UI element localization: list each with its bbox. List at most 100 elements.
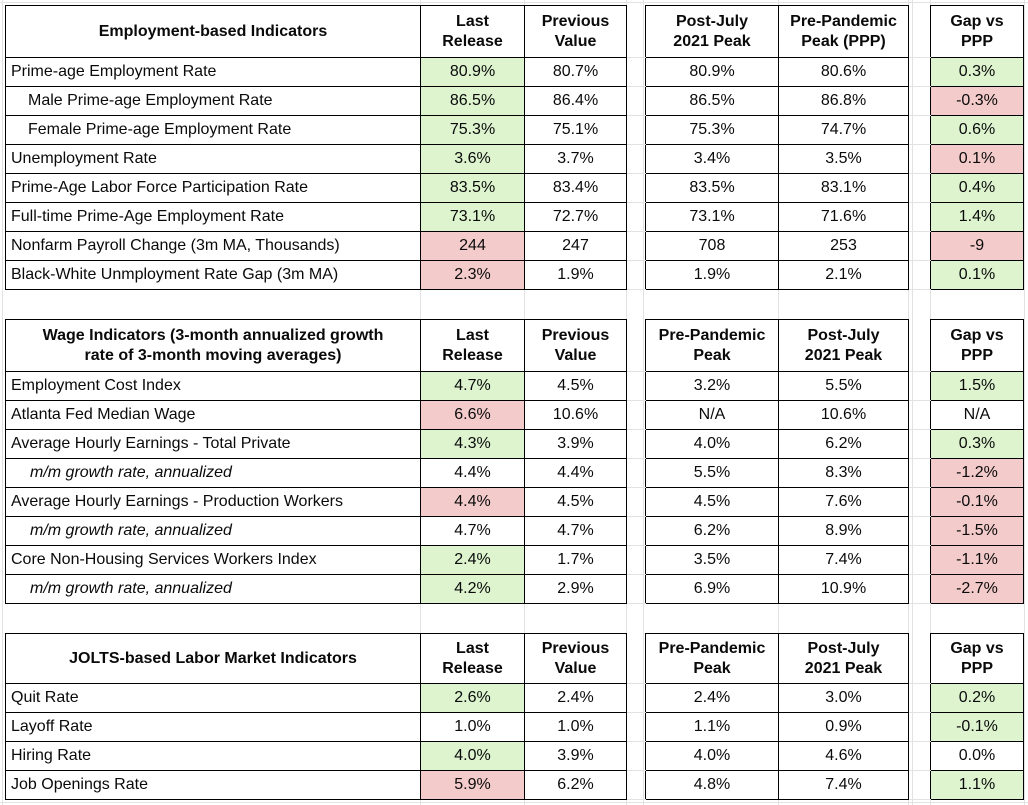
table-row: Hiring Rate 4.0% 3.9% 4.0% 4.6% 0.0% — [5, 741, 1024, 771]
value-cell: 4.5% — [524, 371, 627, 401]
value-cell: 4.7% — [420, 516, 525, 546]
value-cell: 83.5% — [420, 173, 525, 203]
table-row: Atlanta Fed Median Wage 6.6% 10.6% N/A 10.6%… — [5, 400, 1024, 430]
indicator-table: Employment-based Indicators Last Release P… — [5, 5, 1024, 290]
value-cell: 4.4% — [524, 458, 627, 488]
column-header: Previous Value — [524, 5, 627, 58]
value-cell: 4.7% — [420, 371, 525, 401]
column-header: Gap vs PPP — [930, 5, 1024, 58]
value-cell: 3.9% — [524, 429, 627, 459]
indicator-label: Nonfarm Payroll Change (3m MA, Thousands… — [5, 231, 421, 261]
column-header: Last Release — [420, 319, 525, 372]
value-cell: 0.2% — [930, 683, 1024, 713]
indicator-label: Job Openings Rate — [5, 770, 421, 800]
value-cell: 2.9% — [524, 574, 627, 604]
table-row: Quit Rate 2.6% 2.4% 2.4% 3.0% 0.2% — [5, 683, 1024, 713]
table-row: Female Prime-age Employment Rate 75.3% 75.… — [5, 115, 1024, 145]
value-cell: 6.2% — [778, 429, 909, 459]
value-cell: 1.5% — [930, 371, 1024, 401]
value-cell: 5.9% — [420, 770, 525, 800]
value-cell: 0.6% — [930, 115, 1024, 145]
value-cell: 4.7% — [524, 516, 627, 546]
value-cell: 86.4% — [524, 86, 627, 116]
value-cell: 1.7% — [524, 545, 627, 575]
spacer-cell — [908, 683, 931, 713]
value-cell: 0.3% — [930, 429, 1024, 459]
section-title: JOLTS-based Labor Market Indicators — [5, 633, 421, 684]
value-cell: N/A — [930, 400, 1024, 430]
value-cell: -9 — [930, 231, 1024, 261]
spacer-cell — [908, 741, 931, 771]
value-cell: 3.5% — [778, 144, 909, 174]
column-header: Pre-Pandemic Peak — [645, 633, 779, 684]
table-row: Core Non-Housing Services Workers Index 2… — [5, 545, 1024, 575]
value-cell: 86.5% — [420, 86, 525, 116]
value-cell: 3.7% — [524, 144, 627, 174]
value-cell: -1.2% — [930, 458, 1024, 488]
value-cell: 4.8% — [645, 770, 779, 800]
value-cell: 244 — [420, 231, 525, 261]
table-section-2: Wage Indicators (3-month annualized grow… — [5, 319, 1024, 604]
value-cell: 80.7% — [524, 57, 627, 87]
indicator-label: Hiring Rate — [5, 741, 421, 771]
spacer-cell — [626, 545, 646, 575]
table-row: Average Hourly Earnings - Total Private 4… — [5, 429, 1024, 459]
spacer-cell — [626, 770, 646, 800]
table-row: Nonfarm Payroll Change (3m MA, Thousands… — [5, 231, 1024, 261]
value-cell: 253 — [778, 231, 909, 261]
spacer-cell — [626, 319, 646, 372]
value-cell: 73.1% — [420, 202, 525, 232]
spacer-cell — [908, 516, 931, 546]
value-cell: 4.5% — [524, 487, 627, 517]
value-cell: 4.0% — [420, 741, 525, 771]
spacer-cell — [908, 770, 931, 800]
spacer-cell — [626, 516, 646, 546]
value-cell: -0.1% — [930, 712, 1024, 742]
gridline — [2, 0, 3, 805]
indicator-label: Quit Rate — [5, 683, 421, 713]
value-cell: 2.3% — [420, 260, 525, 290]
spacer-cell — [908, 144, 931, 174]
spacer-cell — [908, 115, 931, 145]
spacer-cell — [626, 683, 646, 713]
table-row: Prime-Age Labor Force Participation Rate… — [5, 173, 1024, 203]
value-cell: -1.5% — [930, 516, 1024, 546]
value-cell: 4.0% — [645, 741, 779, 771]
spacer-cell — [908, 319, 931, 372]
value-cell: 0.1% — [930, 260, 1024, 290]
value-cell: 4.5% — [645, 487, 779, 517]
value-cell: 8.9% — [778, 516, 909, 546]
value-cell: 1.1% — [645, 712, 779, 742]
indicator-label: Full-time Prime-Age Employment Rate — [5, 202, 421, 232]
table-row: m/m growth rate, annualized 4.7% 4.7% 6.2% 8… — [5, 516, 1024, 546]
value-cell: 7.4% — [778, 770, 909, 800]
table-row: m/m growth rate, annualized 4.4% 4.4% 5.5% 8… — [5, 458, 1024, 488]
value-cell: 83.5% — [645, 173, 779, 203]
value-cell: 4.6% — [778, 741, 909, 771]
value-cell: 10.6% — [524, 400, 627, 430]
indicator-label: Core Non-Housing Services Workers Index — [5, 545, 421, 575]
spacer-cell — [626, 86, 646, 116]
spacer-cell — [626, 458, 646, 488]
gridline — [0, 2, 1028, 3]
spacer-cell — [626, 741, 646, 771]
indicator-label: Female Prime-age Employment Rate — [5, 115, 421, 145]
value-cell: 6.2% — [524, 770, 627, 800]
spacer-cell — [908, 400, 931, 430]
column-header: Previous Value — [524, 319, 627, 372]
value-cell: 83.4% — [524, 173, 627, 203]
column-header: Previous Value — [524, 633, 627, 684]
value-cell: 247 — [524, 231, 627, 261]
value-cell: 708 — [645, 231, 779, 261]
table-section-3: JOLTS-based Labor Market Indicators Last … — [5, 633, 1024, 800]
spacer-cell — [908, 231, 931, 261]
value-cell: 80.6% — [778, 57, 909, 87]
indicator-label: Atlanta Fed Median Wage — [5, 400, 421, 430]
value-cell: 2.4% — [420, 545, 525, 575]
value-cell: 74.7% — [778, 115, 909, 145]
column-header: Last Release — [420, 5, 525, 58]
spacer-cell — [908, 86, 931, 116]
section-title: Wage Indicators (3-month annualized grow… — [5, 319, 421, 372]
spacer-cell — [908, 574, 931, 604]
value-cell: 6.2% — [645, 516, 779, 546]
